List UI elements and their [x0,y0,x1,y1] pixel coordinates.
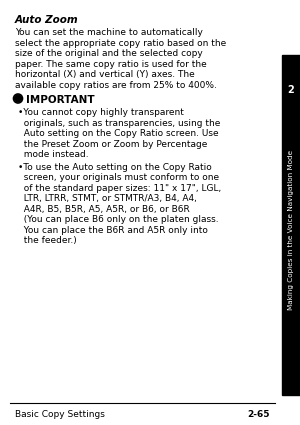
Text: LTR, LTRR, STMT, or STMTR/A3, B4, A4,: LTR, LTRR, STMT, or STMTR/A3, B4, A4, [18,194,197,203]
Text: the feeder.): the feeder.) [18,236,77,245]
Text: Auto Zoom: Auto Zoom [15,15,79,25]
Text: You can set the machine to automatically: You can set the machine to automatically [15,28,203,37]
Text: A4R, B5, B5R, A5, A5R, or B6, or B6R: A4R, B5, B5R, A5, A5R, or B6, or B6R [18,204,190,213]
Text: 2-65: 2-65 [248,410,270,419]
Text: horizontal (X) and vertical (Y) axes. The: horizontal (X) and vertical (Y) axes. Th… [15,70,195,79]
Text: You can place the B6R and A5R only into: You can place the B6R and A5R only into [18,226,208,235]
Text: of the standard paper sizes: 11" x 17", LGL,: of the standard paper sizes: 11" x 17", … [18,184,221,193]
Text: screen, your originals must conform to one: screen, your originals must conform to o… [18,173,219,182]
Text: mode instead.: mode instead. [18,150,88,159]
Text: size of the original and the selected copy: size of the original and the selected co… [15,49,203,58]
Text: select the appropriate copy ratio based on the: select the appropriate copy ratio based … [15,39,226,48]
Text: available copy ratios are from 25% to 400%.: available copy ratios are from 25% to 40… [15,80,217,90]
Text: •To use the Auto setting on the Copy Ratio: •To use the Auto setting on the Copy Rat… [18,162,212,172]
Text: 2: 2 [288,85,294,95]
Text: IMPORTANT: IMPORTANT [26,95,94,105]
Text: originals, such as transparencies, using the: originals, such as transparencies, using… [18,119,220,128]
Text: the Preset Zoom or Zoom by Percentage: the Preset Zoom or Zoom by Percentage [18,139,207,148]
Text: (You can place B6 only on the platen glass.: (You can place B6 only on the platen gla… [18,215,219,224]
Text: Auto setting on the Copy Ratio screen. Use: Auto setting on the Copy Ratio screen. U… [18,129,219,138]
Circle shape [14,95,22,102]
Text: •You cannot copy highly transparent: •You cannot copy highly transparent [18,108,184,117]
Bar [282,55,300,395]
Text: Making Copies in the Voice Navigation Mode: Making Copies in the Voice Navigation Mo… [288,150,294,310]
Text: paper. The same copy ratio is used for the: paper. The same copy ratio is used for t… [15,60,207,68]
Text: Basic Copy Settings: Basic Copy Settings [15,410,105,419]
